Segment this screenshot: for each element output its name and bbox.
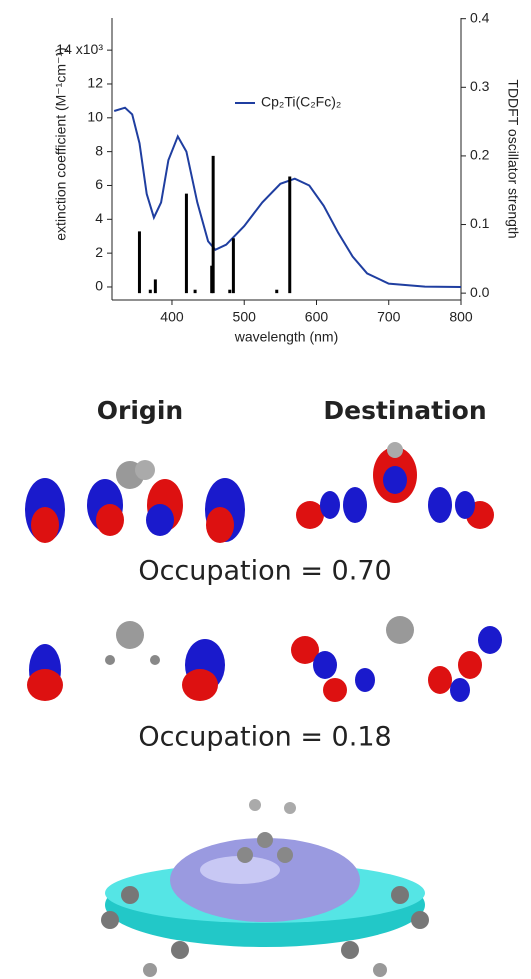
legend-label: Cp₂Ti(C₂Fc)₂	[261, 94, 341, 110]
y2-tick-label: 0.1	[470, 215, 490, 231]
x-axis-label: wavelength (nm)	[234, 329, 339, 345]
x-tick-label: 400	[160, 309, 184, 325]
y2-axis-label: TDDFT oscillator strength	[505, 79, 521, 238]
x-tick-label: 500	[233, 309, 257, 325]
spectrum-line	[114, 108, 461, 287]
y2-tick-label: 0.4	[470, 9, 490, 25]
y-tick-label: 4	[95, 210, 103, 226]
origin-header: Origin	[97, 396, 183, 425]
orbital-origin-1	[25, 460, 245, 543]
y-tick-label: 10	[87, 109, 103, 125]
orbital-origin-2	[27, 621, 225, 701]
orbital-destination-2	[291, 616, 502, 702]
occupation-label: Occupation = 0.70	[138, 556, 391, 587]
y-tick-label: 6	[95, 176, 103, 192]
y2-tick-label: 0.2	[470, 147, 490, 163]
y-tick-label: 8	[95, 142, 103, 158]
ellipsoid-model	[101, 799, 429, 977]
y-tick-label: 0	[95, 278, 103, 294]
y-tick-label: 2	[95, 244, 103, 260]
orbital-destination-1	[296, 442, 494, 529]
y-axis-label: extinction coefficient (M⁻¹cm⁻¹)	[53, 47, 69, 240]
occupation-label: Occupation = 0.18	[138, 722, 391, 753]
figure: 02468101214 x10³0.00.10.20.30.4400500600…	[0, 0, 531, 979]
y-tick-label: 12	[87, 75, 103, 91]
x-tick-label: 800	[449, 309, 473, 325]
x-tick-label: 700	[377, 309, 401, 325]
destination-header: Destination	[323, 396, 486, 425]
x-tick-label: 600	[305, 309, 329, 325]
y2-tick-label: 0.0	[470, 284, 490, 300]
y2-tick-label: 0.3	[470, 78, 490, 94]
